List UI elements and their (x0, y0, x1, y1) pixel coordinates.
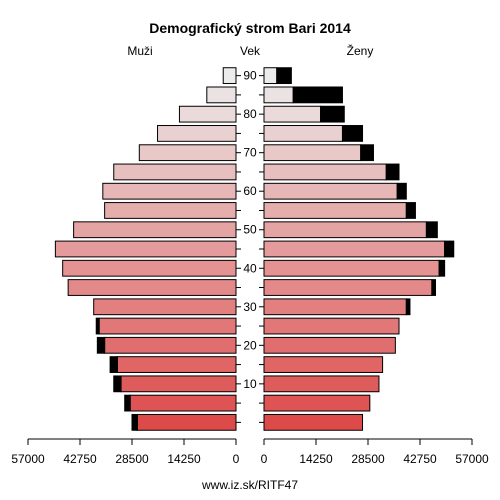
female-excess-bar-65-69 (385, 163, 400, 181)
female-bar-30-34 (263, 298, 407, 316)
female-excess-bar-70-74 (360, 144, 374, 162)
male-excess-bar-0-4 (131, 413, 138, 431)
female-bar-75-79 (263, 125, 343, 142)
male-bar-30-34 (93, 298, 237, 316)
male-bar-35-39 (67, 279, 237, 296)
male-bar-90-94 (222, 67, 237, 85)
female-bar-40-44 (263, 259, 440, 277)
x-tick-label-left: 0 (233, 452, 240, 466)
male-excess-bar-10-14 (113, 375, 122, 393)
female-excess-bar-90-94 (276, 67, 292, 85)
female-bar-0-4 (263, 413, 364, 431)
female-excess-bar-55-59 (405, 202, 416, 219)
age-tick-label-90: 90 (243, 69, 257, 83)
age-axis-label: Vek (240, 44, 261, 58)
female-excess-bar-85-89 (292, 86, 343, 104)
female-bar-10-14 (263, 375, 380, 393)
female-excess-bar-35-39 (431, 279, 437, 296)
age-tick-label-70: 70 (243, 146, 257, 160)
x-tick-label-left: 14250 (167, 452, 201, 466)
footer-source: www.iz.sk/RITF47 (201, 478, 298, 492)
female-bar-85-89 (263, 86, 294, 104)
male-bar-70-74 (138, 144, 237, 162)
female-bar-5-9 (263, 394, 371, 412)
female-excess-bar-75-79 (341, 125, 364, 142)
male-bar-55-59 (104, 202, 237, 219)
age-tick-label-60: 60 (243, 184, 257, 198)
female-bar-15-19 (263, 356, 384, 373)
x-tick-label-left: 57000 (11, 452, 45, 466)
female-excess-bar-40-44 (438, 259, 446, 277)
male-excess-bar-15-19 (109, 356, 118, 373)
x-tick-label-right: 14250 (299, 452, 333, 466)
x-tick-label-left: 42750 (63, 452, 97, 466)
female-bar-70-74 (263, 144, 362, 162)
x-tick-label-right: 28500 (351, 452, 385, 466)
female-excess-bar-80-84 (320, 105, 345, 123)
age-tick-label-10: 10 (243, 377, 257, 391)
female-bar-80-84 (263, 105, 322, 123)
male-bar-40-44 (62, 259, 237, 277)
male-bar-85-89 (206, 86, 237, 104)
male-bar-60-64 (102, 182, 237, 200)
male-bar-25-29 (98, 317, 237, 335)
female-excess-bar-30-34 (405, 298, 411, 316)
male-bar-80-84 (178, 105, 237, 123)
male-bar-75-79 (157, 125, 237, 142)
female-excess-bar-50-54 (425, 221, 438, 239)
age-tick-label-50: 50 (243, 223, 257, 237)
male-excess-bar-5-9 (124, 394, 131, 412)
male-bar-10-14 (120, 375, 237, 393)
female-bar-50-54 (263, 221, 427, 239)
male-bar-5-9 (129, 394, 237, 412)
male-bar-65-69 (113, 163, 237, 181)
male-bar-0-4 (136, 413, 237, 431)
chart-title: Demografický strom Bari 2014 (149, 20, 351, 36)
axes-group: 10 20 30 40 50 60 70 80 90 57000 42750 28500 14250 0 0… (11, 69, 489, 466)
male-bar-15-19 (116, 356, 237, 373)
x-tick-label-right: 0 (261, 452, 268, 466)
age-tick-label-20: 20 (243, 338, 257, 352)
age-tick-label-80: 80 (243, 107, 257, 121)
female-bar-60-64 (263, 182, 398, 200)
age-tick-label-40: 40 (243, 261, 257, 275)
female-label: Ženy (347, 43, 374, 58)
female-bar-20-24 (263, 336, 396, 354)
male-bar-50-54 (73, 221, 237, 239)
male-excess-bar-25-29 (95, 317, 100, 335)
x-tick-label-right: 42750 (403, 452, 437, 466)
female-bar-90-94 (263, 67, 278, 85)
female-bar-65-69 (263, 163, 387, 181)
female-excess-bar-60-64 (396, 182, 407, 200)
x-tick-label-left: 28500 (115, 452, 149, 466)
female-bar-25-29 (263, 317, 400, 335)
female-excess-bar-45-49 (444, 240, 455, 258)
female-bar-55-59 (263, 202, 407, 219)
male-label: Muži (127, 44, 152, 58)
x-tick-label-right: 57000 (455, 452, 489, 466)
male-bar-45-49 (54, 240, 237, 258)
female-bar-45-49 (263, 240, 446, 258)
male-bar-20-24 (104, 336, 237, 354)
age-tick-label-30: 30 (243, 300, 257, 314)
male-excess-bar-20-24 (96, 336, 106, 354)
female-bar-35-39 (263, 279, 433, 296)
